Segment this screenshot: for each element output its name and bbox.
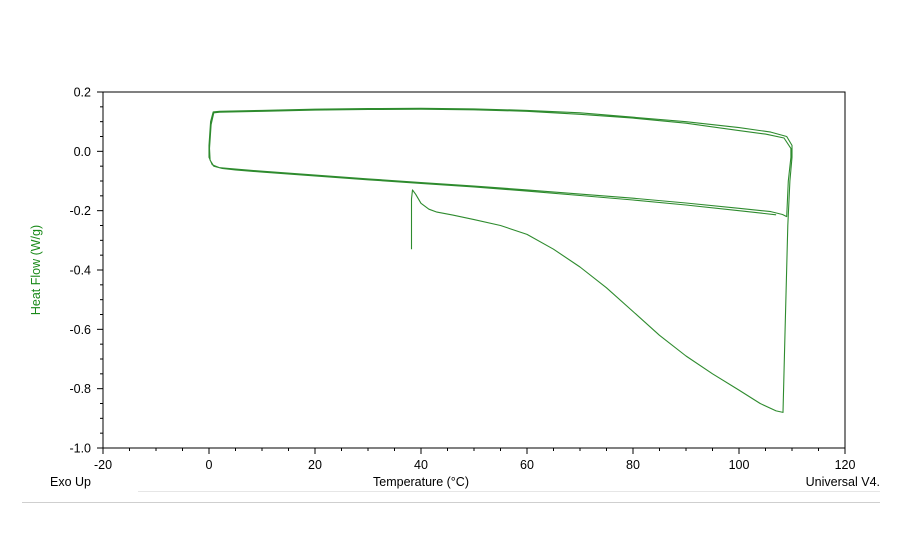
x-tick-label: 0 bbox=[206, 458, 213, 472]
footer-divider bbox=[22, 502, 880, 503]
x-tick-label: 40 bbox=[414, 458, 428, 472]
y-tick-label: -1.0 bbox=[69, 442, 91, 456]
heat-flow-trace bbox=[208, 107, 793, 413]
y-tick-label: -0.8 bbox=[69, 382, 91, 396]
software-version-label: Universal V4. bbox=[806, 475, 880, 489]
y-tick-label: 0.2 bbox=[74, 86, 91, 100]
y-axis-title: Heat Flow (W/g) bbox=[29, 225, 43, 315]
series-layer bbox=[208, 107, 793, 413]
y-tick-label: -0.2 bbox=[69, 204, 91, 218]
y-tick-label: 0.0 bbox=[74, 145, 91, 159]
x-tick-label: 80 bbox=[626, 458, 640, 472]
plot-frame bbox=[102, 91, 846, 449]
y-axis-ticks: 0.2 0.0 -0.2 -0.4 -0.6 -0.8 -1.0 bbox=[69, 86, 103, 456]
x-tick-label: -20 bbox=[94, 458, 112, 472]
x-axis-ticks: -20 0 20 40 60 80 100 120 bbox=[94, 448, 856, 472]
y-tick-label: -0.4 bbox=[69, 264, 91, 278]
x-axis-title: Temperature (°C) bbox=[373, 475, 469, 489]
x-tick-label: 120 bbox=[835, 458, 856, 472]
exo-direction-label: Exo Up bbox=[50, 475, 91, 489]
x-tick-label: 60 bbox=[520, 458, 534, 472]
x-tick-label: 100 bbox=[729, 458, 750, 472]
x-tick-label: 20 bbox=[308, 458, 322, 472]
y-tick-label: -0.6 bbox=[69, 323, 91, 337]
footer-divider-top bbox=[138, 491, 880, 492]
